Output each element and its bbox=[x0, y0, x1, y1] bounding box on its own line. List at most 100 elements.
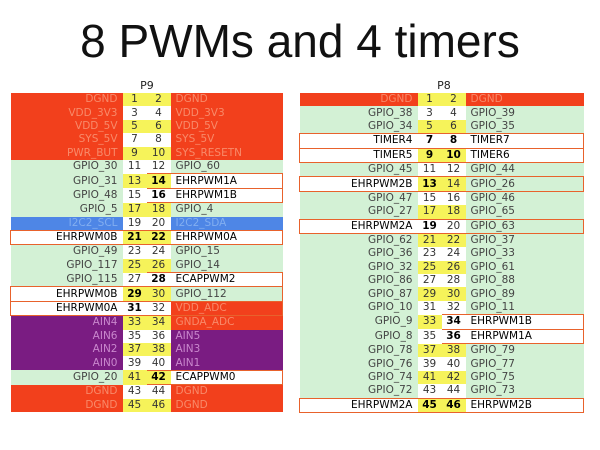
pin-number: 25 bbox=[122, 258, 147, 273]
pin-number: 2 bbox=[146, 93, 171, 107]
pin-label-right: EHRPWM1A bbox=[170, 173, 283, 189]
pin-number: 19 bbox=[417, 218, 442, 234]
pin-number: 7 bbox=[417, 133, 442, 149]
pin-number: 45 bbox=[417, 397, 442, 413]
pin-number: 15 bbox=[417, 191, 442, 206]
pin-row: GPIO_5 17 18 GPIO_4 bbox=[10, 202, 283, 217]
pin-number: 44 bbox=[146, 384, 171, 399]
pin-label-right: GPIO_26 bbox=[465, 176, 584, 192]
pin-row: GPIO_30 11 12 GPIO_60 bbox=[10, 159, 283, 174]
pin-row: GPIO_45 11 12 GPIO_44 bbox=[299, 162, 584, 177]
pin-label-left: GPIO_74 bbox=[299, 370, 418, 385]
pin-row: GPIO_117 25 26 GPIO_14 bbox=[10, 258, 283, 273]
pin-number: 35 bbox=[122, 329, 147, 344]
pin-label-left: VDD_3V3 bbox=[10, 106, 123, 120]
pin-label-right: GPIO_46 bbox=[465, 191, 584, 206]
pin-number: 34 bbox=[441, 314, 466, 330]
pin-number: 8 bbox=[146, 133, 171, 147]
pin-number: 9 bbox=[417, 147, 442, 163]
pin-row: DGND 1 2 DGND bbox=[10, 93, 283, 107]
pin-number: 40 bbox=[441, 357, 466, 371]
pin-number: 37 bbox=[122, 343, 147, 357]
pin-label-right: DGND bbox=[170, 93, 283, 107]
pin-number: 18 bbox=[146, 202, 171, 217]
pin-number: 12 bbox=[441, 162, 466, 177]
pin-number: 36 bbox=[146, 329, 171, 344]
pin-label-left: GPIO_62 bbox=[299, 233, 418, 248]
pin-row: TIMER4 7 8 TIMER7 bbox=[299, 133, 584, 149]
pin-label-left: DGND bbox=[299, 93, 418, 107]
pin-row: EHRPWM2A 45 46 EHRPWM2B bbox=[299, 397, 584, 413]
pin-label-right: GPIO_89 bbox=[465, 287, 584, 301]
pin-label-left: AIN4 bbox=[10, 315, 123, 330]
header-p8-pin-table: DGND 1 2 DGND GPIO_38 3 4 GPIO_39 GPIO_34 5 6 GPIO_… bbox=[299, 93, 584, 413]
pin-number: 10 bbox=[441, 147, 466, 163]
pin-label-right: GPIO_63 bbox=[465, 218, 584, 234]
pin-label-right: AIN1 bbox=[170, 356, 283, 371]
pin-label-right: GNDA_ADC bbox=[170, 315, 283, 330]
pin-number: 23 bbox=[122, 244, 147, 259]
pin-number: 42 bbox=[146, 369, 171, 386]
pin-row: EHRPWM0A 31 32 VDD_ADC bbox=[10, 300, 283, 317]
pin-number: 38 bbox=[146, 343, 171, 357]
pin-number: 33 bbox=[122, 315, 147, 330]
pin-row: GPIO_49 23 24 GPIO_15 bbox=[10, 244, 283, 259]
pin-number: 3 bbox=[122, 106, 147, 120]
pin-number: 13 bbox=[122, 173, 147, 189]
pin-row: GPIO_8 35 36 EHRPWM1A bbox=[299, 328, 584, 345]
pin-label-right: GPIO_35 bbox=[465, 119, 584, 134]
pin-label-right: EHRPWM2B bbox=[465, 397, 584, 413]
pin-label-left: SYS_5V bbox=[10, 133, 123, 147]
pin-label-left: GPIO_72 bbox=[299, 384, 418, 399]
pin-number: 6 bbox=[146, 119, 171, 134]
pin-label-left: GPIO_115 bbox=[10, 272, 123, 287]
pin-row: DGND 1 2 DGND bbox=[299, 93, 584, 107]
pin-label-right: TIMER6 bbox=[465, 147, 584, 163]
pin-label-right: VDD_3V3 bbox=[170, 106, 283, 120]
pin-label-left: EHRPWM2B bbox=[299, 176, 418, 192]
pin-label-left: GPIO_117 bbox=[10, 258, 123, 273]
pin-number: 1 bbox=[122, 93, 147, 107]
pin-number: 5 bbox=[417, 119, 442, 134]
pin-number: 23 bbox=[417, 247, 442, 261]
pin-number: 37 bbox=[417, 343, 442, 358]
pin-number: 38 bbox=[441, 343, 466, 358]
pin-number: 20 bbox=[146, 216, 171, 231]
pin-number: 12 bbox=[146, 159, 171, 174]
pin-label-right: AIN3 bbox=[170, 343, 283, 357]
pin-label-right: EHRPWM0A bbox=[170, 229, 283, 246]
pin-number: 21 bbox=[122, 229, 147, 246]
pin-number: 33 bbox=[417, 314, 442, 330]
pin-number: 32 bbox=[146, 300, 171, 317]
pin-label-left: GPIO_45 bbox=[299, 162, 418, 177]
pin-number: 46 bbox=[146, 398, 171, 412]
pin-label-right: DGND bbox=[170, 384, 283, 399]
pin-number: 24 bbox=[146, 244, 171, 259]
pin-label-right: GPIO_37 bbox=[465, 233, 584, 248]
pin-number: 17 bbox=[417, 205, 442, 220]
pin-label-left: GPIO_87 bbox=[299, 287, 418, 301]
pin-number: 14 bbox=[146, 173, 171, 189]
pin-label-left: DGND bbox=[10, 93, 123, 107]
pin-row: GPIO_32 25 26 GPIO_61 bbox=[299, 260, 584, 275]
pin-number: 16 bbox=[441, 191, 466, 206]
pin-number: 29 bbox=[417, 287, 442, 301]
pin-label-right: GPIO_4 bbox=[170, 202, 283, 217]
pin-row: GPIO_9 33 34 EHRPWM1B bbox=[299, 314, 584, 330]
pin-row: GPIO_62 21 22 GPIO_37 bbox=[299, 233, 584, 248]
pin-number: 28 bbox=[146, 272, 171, 288]
pin-row: DGND 45 46 DGND bbox=[10, 398, 283, 412]
pin-number: 3 bbox=[417, 106, 442, 120]
pin-label-right: GPIO_60 bbox=[170, 159, 283, 174]
pin-row: I2C2_SCL 19 20 I2C2_SDA bbox=[10, 216, 283, 231]
pin-label-right: GPIO_61 bbox=[465, 260, 584, 275]
pin-label-left: TIMER5 bbox=[299, 147, 418, 163]
pin-label-left: GPIO_34 bbox=[299, 119, 418, 134]
pin-number: 30 bbox=[441, 287, 466, 301]
pin-label-right: I2C2_SDA bbox=[170, 216, 283, 231]
pin-row: EHRPWM2B 13 14 GPIO_26 bbox=[299, 176, 584, 192]
pin-row: PWR_BUT 9 10 SYS_RESETN bbox=[10, 146, 283, 160]
pin-label-left: GPIO_86 bbox=[299, 274, 418, 288]
page-title: 8 PWMs and 4 timers bbox=[80, 15, 520, 67]
pin-label-left: GPIO_36 bbox=[299, 247, 418, 261]
